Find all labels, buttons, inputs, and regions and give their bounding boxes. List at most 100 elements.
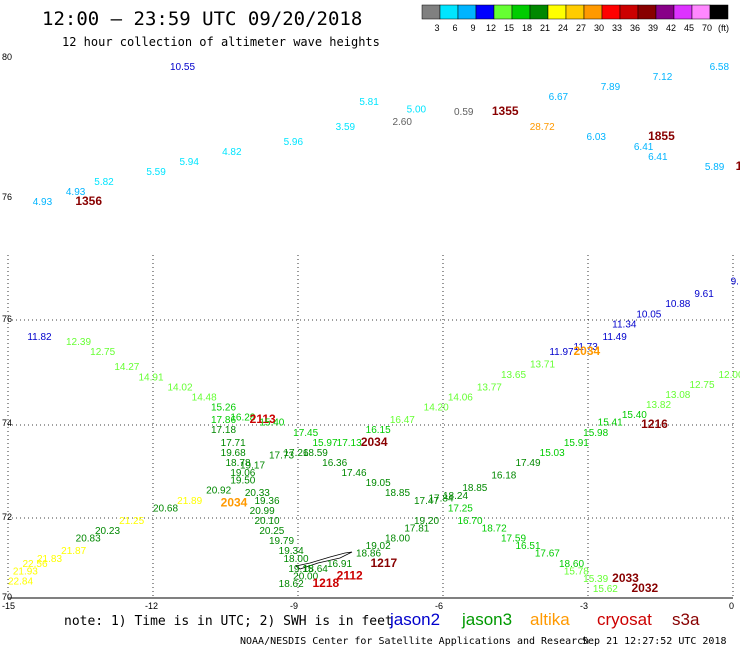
lat-label-74: 74: [2, 418, 12, 428]
wave-height-label: 6.41: [634, 142, 654, 153]
wave-height-label: 16.15: [366, 425, 391, 436]
legend-swatch: [637, 4, 657, 20]
wave-height-label: 18.72: [482, 524, 507, 535]
wave-height-label: 5.89: [705, 162, 725, 173]
wave-height-label: 18.78: [226, 458, 251, 469]
lower-map-panel: 76 74 72 70 -15 -12 -9 -6 -3 0: [2, 255, 734, 611]
wave-height-label: 19.06: [230, 468, 255, 479]
wave-height-label: 7.89: [601, 82, 621, 93]
wave-height-label: 13.77: [477, 382, 502, 393]
wave-height-label: 16.47: [390, 415, 415, 426]
wave-height-label: 2113: [250, 412, 276, 426]
wave-height-label: 19.17: [240, 461, 265, 472]
wave-height-label: 20.33: [245, 488, 270, 499]
legend-label: 36: [630, 23, 640, 33]
legend-label: 30: [594, 23, 604, 33]
lat-label-70: 70: [2, 592, 12, 602]
legend-swatch: [565, 4, 585, 20]
wave-height-label: 17.71: [221, 438, 246, 449]
wave-height-label: 21.93: [13, 566, 38, 577]
wave-height-label: 17.47: [414, 496, 439, 507]
wave-height-label: 13.65: [501, 370, 526, 381]
wave-height-label: 14.20: [424, 403, 449, 414]
legend-label: 45: [684, 23, 694, 33]
wave-height-label: 7.12: [653, 72, 673, 83]
legend-swatch: [601, 4, 621, 20]
wave-height-label: 22.56: [23, 559, 48, 570]
lat-label-72: 72: [2, 512, 12, 522]
wave-height-label: 16.51: [516, 541, 541, 552]
wave-height-label: 19.05: [366, 478, 391, 489]
wave-height-label: 18.85: [462, 483, 487, 494]
legend-label: 33: [612, 23, 622, 33]
wave-height-label: 21.89: [177, 496, 202, 507]
wave-height-label: 18.64: [303, 564, 328, 575]
footer-timestamp: Sep 21 12:27:52 UTC 2018: [582, 636, 727, 647]
legend-swatch: [709, 4, 729, 20]
wave-height-label: 15.78: [564, 566, 589, 577]
wave-height-label: 14.48: [192, 392, 217, 403]
legend-swatch: [529, 4, 549, 20]
wave-height-label: 18.59: [303, 448, 328, 459]
wave-height-label: 20.92: [206, 486, 231, 497]
wave-height-label: 18.60: [559, 559, 584, 570]
wave-height-label: 10.55: [170, 62, 195, 73]
wave-height-label: 21.87: [61, 546, 86, 557]
wave-height-label: 15.62: [593, 584, 618, 595]
sat-cryosat: cryosat: [597, 610, 652, 629]
wave-height-label: 19.50: [230, 476, 255, 487]
sat-jason2: jason2: [389, 610, 440, 629]
legend-swatch: [439, 4, 459, 20]
wave-height-label: 15.40: [622, 410, 647, 421]
wave-height-label: 14.06: [448, 392, 473, 403]
wave-height-label: 13.82: [646, 400, 671, 411]
wave-height-label: 15.91: [564, 438, 589, 449]
wave-height-label: 19.15: [288, 564, 313, 575]
wave-height-label: 19.34: [279, 546, 304, 557]
wave-height-label: 16.36: [322, 458, 347, 469]
wave-height-label: 15.39: [583, 574, 608, 585]
wave-height-label: 17.13: [337, 438, 362, 449]
wave-height-label: 12.00: [719, 370, 740, 381]
wave-height-label: 6.58: [710, 62, 730, 73]
legend-label: 21: [540, 23, 550, 33]
wave-height-label: 1855: [648, 129, 675, 143]
wave-height-label: 5.96: [284, 137, 304, 148]
legend-label: 6: [452, 23, 457, 33]
wave-height-label: 6.03: [587, 132, 607, 143]
legend-swatch: [421, 4, 441, 20]
wave-height-label: 0.59: [454, 107, 474, 118]
wave-height-label: 18.00: [385, 534, 410, 545]
wave-height-label: 10.88: [665, 299, 690, 310]
legend-swatch: [691, 4, 711, 20]
wave-height-label: 20.10: [255, 516, 280, 527]
map-subtitle: 12 hour collection of altimeter wave hei…: [62, 35, 380, 49]
wave-height-label: 19.02: [366, 541, 391, 552]
lon-label-neg6: -6: [435, 601, 443, 611]
wave-height-label: 15.03: [540, 448, 565, 459]
wave-height-label: 2033: [612, 571, 639, 585]
upper-lat-label-80: 80: [2, 52, 12, 62]
wave-height-label: 28.72: [530, 122, 555, 133]
lon-label-neg9: -9: [290, 601, 298, 611]
wave-height-label: 21.25: [119, 516, 144, 527]
wave-height-label: 17.59: [501, 534, 526, 545]
wave-height-label: 1216: [641, 417, 668, 431]
lon-label-0: 0: [729, 601, 734, 611]
wave-height-label: 16.18: [491, 471, 516, 482]
lon-label-neg3: -3: [580, 601, 588, 611]
wave-height-label: 10.05: [636, 309, 661, 320]
wave-height-label: 17.84: [429, 493, 454, 504]
wave-height-label: 1355: [492, 104, 519, 118]
wave-height-label: 13.71: [530, 360, 555, 371]
legend-label: 3: [434, 23, 439, 33]
lat-label-76: 76: [2, 314, 12, 324]
wave-height-label: 2.60: [392, 117, 412, 128]
wave-height-label: 11.82: [27, 332, 52, 343]
wave-height-label: 17.81: [404, 524, 429, 535]
sat-jason3: jason3: [461, 610, 512, 629]
wave-height-label: 5.00: [407, 105, 427, 116]
wave-height-label: 3.59: [336, 122, 356, 133]
legend-label: 42: [666, 23, 676, 33]
